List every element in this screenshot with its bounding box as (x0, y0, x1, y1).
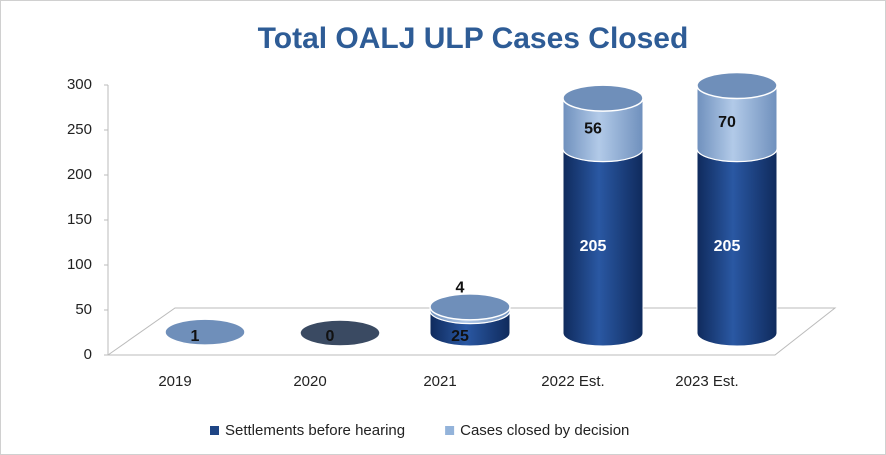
x-tick-label: 2019 (158, 373, 191, 390)
legend-label: Settlements before hearing (225, 422, 405, 439)
y-tick-label: 0 (84, 346, 92, 363)
cylinder-segment (562, 148, 644, 347)
cylinder-cap (164, 318, 246, 346)
data-label: 0 (326, 328, 335, 345)
x-tick-label: 2022 Est. (541, 373, 604, 390)
chart-title: Total OALJ ULP Cases Closed (258, 22, 689, 55)
data-label: 70 (718, 114, 736, 131)
cylinder-segment (696, 85, 778, 162)
legend: Settlements before hearing Cases closed b… (210, 422, 629, 439)
x-tick-label: 2023 Est. (675, 373, 738, 390)
y-tick-label: 100 (67, 256, 92, 273)
legend-swatch (210, 426, 219, 435)
data-label: 25 (451, 328, 469, 345)
cylinder-cap (562, 84, 644, 112)
y-tick-label: 50 (75, 301, 92, 318)
cylinder-cap (429, 293, 511, 321)
cylinder-cap (696, 71, 778, 100)
y-tick-label: 150 (67, 211, 92, 228)
legend-swatch (445, 426, 455, 435)
y-tick-label: 250 (67, 121, 92, 138)
cylinder-segment (562, 97, 644, 162)
y-tick-label: 300 (67, 76, 92, 93)
cylinder-segment (696, 148, 778, 347)
x-tick-label: 2020 (293, 373, 326, 390)
cylinder-cap (299, 319, 381, 347)
legend-label: Cases closed by decision (460, 422, 629, 439)
x-tick-label: 2021 (423, 373, 456, 390)
data-label: 1 (191, 328, 200, 345)
data-label: 205 (714, 238, 741, 255)
data-label: 205 (580, 238, 607, 255)
y-tick-label: 200 (67, 166, 92, 183)
data-label: 56 (584, 121, 602, 138)
data-label: 4 (456, 280, 465, 297)
